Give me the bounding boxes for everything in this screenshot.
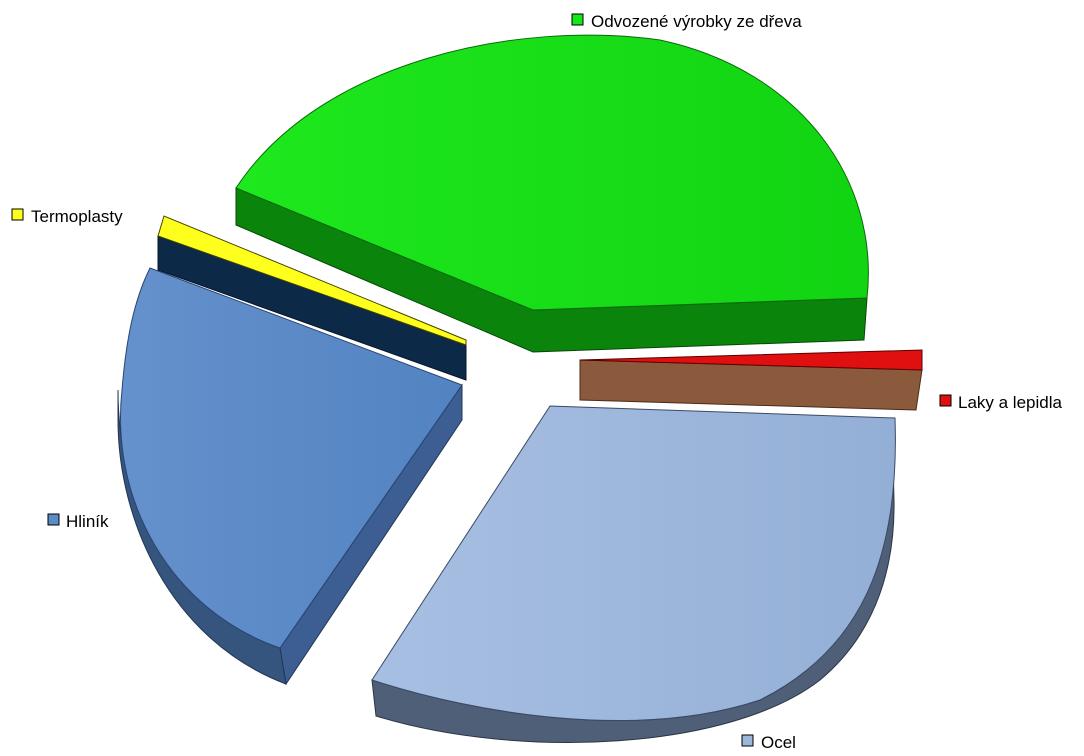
legend-odvozene-vyrobky: Odvozené výrobky ze dřeva bbox=[571, 12, 802, 31]
slice-ocel-top bbox=[371, 405, 896, 721]
legend-swatch-laky-a-lepidla bbox=[939, 394, 952, 407]
legend-swatch-termoplasty bbox=[11, 208, 24, 221]
legend-label-hlinik: Hliník bbox=[66, 512, 109, 531]
slice-termoplasty-top bbox=[157, 215, 467, 346]
legend-laky-a-lepidla: Laky a lepidla bbox=[939, 393, 1063, 412]
slice-termoplasty bbox=[157, 215, 467, 381]
legend-ocel: Ocel bbox=[741, 733, 796, 752]
slice-odvozene-vyrobky bbox=[235, 34, 869, 353]
legend-hlinik: Hliník bbox=[47, 512, 109, 531]
slice-hlinik-top bbox=[120, 267, 463, 649]
legend-label-odvozene-vyrobky: Odvozené výrobky ze dřeva bbox=[591, 12, 802, 31]
slice-laky-a-lepidla bbox=[579, 349, 923, 411]
legend-termoplasty: Termoplasty bbox=[11, 207, 123, 226]
legend-label-laky-a-lepidla: Laky a lepidla bbox=[958, 393, 1063, 412]
legend-swatch-hlinik bbox=[47, 513, 60, 526]
slice-laky-a-lepidla-top bbox=[579, 349, 923, 371]
slice-odvozene-vyrobky-top bbox=[235, 34, 869, 311]
legend-swatch-odvozene-vyrobky bbox=[571, 13, 584, 26]
legend-label-ocel: Ocel bbox=[761, 733, 796, 752]
legend-swatch-ocel bbox=[741, 734, 754, 747]
slice-hlinik bbox=[117, 267, 463, 686]
legend-label-termoplasty: Termoplasty bbox=[31, 207, 123, 226]
slice-ocel bbox=[371, 405, 896, 743]
